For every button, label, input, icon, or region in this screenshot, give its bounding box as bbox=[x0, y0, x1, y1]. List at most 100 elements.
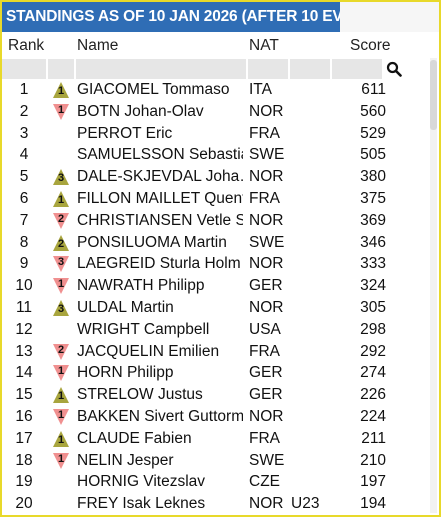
table-row[interactable]: 3 PERROT Eric FRA 529 bbox=[2, 123, 439, 145]
rank-change-value: 1 bbox=[57, 365, 65, 378]
rank-filter-input[interactable] bbox=[2, 59, 46, 79]
category-badge bbox=[291, 471, 331, 493]
column-header-rank[interactable]: Rank bbox=[8, 37, 45, 54]
scrollbar-thumb[interactable] bbox=[430, 60, 437, 130]
athlete-name: FILLON MAILLET Quentin bbox=[77, 189, 243, 207]
score-cell: 292 bbox=[360, 342, 386, 360]
rank-change-value: 1 bbox=[57, 278, 65, 291]
athlete-name: PONSILUOMA Martin bbox=[77, 233, 227, 251]
filter-row bbox=[2, 59, 439, 79]
score-filter-input[interactable] bbox=[332, 59, 382, 79]
title-bar-end bbox=[340, 2, 439, 32]
score-cell: 560 bbox=[360, 102, 386, 120]
nation-code: CZE bbox=[249, 473, 280, 491]
rank-down-icon bbox=[53, 103, 69, 120]
rank-down-icon bbox=[53, 365, 69, 382]
rank-cell: 12 bbox=[15, 320, 33, 338]
nation-code: NOR bbox=[249, 211, 284, 229]
score-cell: 224 bbox=[360, 407, 386, 425]
table-row[interactable]: 12 WRIGHT Campbell USA 298 bbox=[2, 319, 439, 341]
table-row[interactable]: 10 1 NAWRATH Philipp GER 324 bbox=[2, 275, 439, 297]
table-row[interactable]: 6 1 FILLON MAILLET Quentin FRA 375 bbox=[2, 188, 439, 210]
title-bar: STANDINGS AS OF 10 JAN 2026 (AFTER 10 EV… bbox=[2, 2, 439, 32]
rank-cell: 9 bbox=[19, 255, 29, 273]
athlete-name: FREY Isak Leknes bbox=[77, 495, 206, 513]
name-filter-input[interactable] bbox=[76, 59, 246, 79]
rank-cell: 17 bbox=[15, 429, 33, 447]
category-badge bbox=[291, 188, 331, 210]
nation-code: FRA bbox=[249, 124, 280, 142]
table-row[interactable]: 15 1 STRELOW Justus GER 226 bbox=[2, 384, 439, 406]
table-row[interactable]: 16 1 BAKKEN Sivert Guttorm NOR 224 bbox=[2, 406, 439, 428]
score-cell: 369 bbox=[360, 211, 386, 229]
category-badge bbox=[291, 166, 331, 188]
score-cell: 194 bbox=[360, 495, 386, 513]
athlete-name: SAMUELSSON Sebastian bbox=[77, 146, 243, 164]
rank-change-value: 1 bbox=[57, 85, 65, 97]
table-row[interactable]: 14 1 HORN Philipp GER 274 bbox=[2, 362, 439, 384]
table-row[interactable]: 19 HORNIG Vitezslav CZE 197 bbox=[2, 471, 439, 493]
column-header-score[interactable]: Score bbox=[350, 37, 391, 54]
table-row[interactable]: 7 2 CHRISTIANSEN Vetle S… NOR 369 bbox=[2, 210, 439, 232]
table-row[interactable]: 5 3 DALE-SKJEVDAL Joha… NOR 380 bbox=[2, 166, 439, 188]
score-cell: 505 bbox=[360, 146, 386, 164]
category-filter-input[interactable] bbox=[290, 59, 330, 79]
rank-cell: 14 bbox=[15, 364, 33, 382]
rank-up-icon bbox=[53, 299, 69, 316]
rank-change-value: 3 bbox=[57, 256, 65, 269]
rank-cell: 8 bbox=[19, 233, 29, 251]
search-icon[interactable] bbox=[386, 61, 402, 77]
athlete-name: BAKKEN Sivert Guttorm bbox=[77, 407, 243, 425]
athlete-name: LAEGREID Sturla Holm bbox=[77, 255, 241, 273]
category-badge: U23 bbox=[291, 495, 320, 513]
rank-cell: 10 bbox=[15, 277, 33, 295]
rank-cell: 19 bbox=[15, 473, 33, 491]
rank-change-value: 1 bbox=[57, 433, 65, 446]
scrollbar[interactable] bbox=[430, 58, 437, 513]
category-badge bbox=[291, 450, 331, 472]
nat-filter-input[interactable] bbox=[248, 59, 288, 79]
table-row[interactable]: 11 3 ULDAL Martin NOR 305 bbox=[2, 297, 439, 319]
rank-down-icon bbox=[53, 452, 69, 469]
nation-code: FRA bbox=[249, 189, 280, 207]
nation-code: NOR bbox=[249, 495, 284, 513]
rank-cell: 11 bbox=[15, 298, 33, 316]
table-row[interactable]: 13 2 JACQUELIN Emilien FRA 292 bbox=[2, 341, 439, 363]
score-cell: 210 bbox=[360, 451, 386, 469]
column-header-nat[interactable]: NAT bbox=[249, 37, 279, 54]
table-row[interactable]: 18 1 NELIN Jesper SWE 210 bbox=[2, 450, 439, 472]
rank-change-value: 2 bbox=[57, 343, 65, 356]
rank-up-icon bbox=[53, 190, 69, 207]
table-row[interactable]: 17 1 CLAUDE Fabien FRA 211 bbox=[2, 428, 439, 450]
table-row[interactable]: 1 1 GIACOMEL Tommaso ITA 611 bbox=[2, 79, 439, 101]
standings-title: STANDINGS AS OF 10 JAN 2026 (AFTER 10 EV… bbox=[6, 8, 389, 25]
table-row[interactable]: 8 2 PONSILUOMA Martin SWE 346 bbox=[2, 232, 439, 254]
rank-up-icon bbox=[53, 430, 69, 447]
standings-table-body: 1 1 GIACOMEL Tommaso ITA 611 2 1 BOTN Johan-Ola… bbox=[2, 79, 439, 515]
table-row[interactable]: 20 FREY Isak Leknes NOR U23 194 bbox=[2, 493, 439, 515]
score-cell: 274 bbox=[360, 364, 386, 382]
category-badge bbox=[291, 210, 331, 232]
rank-change-value: 1 bbox=[57, 103, 65, 116]
nation-code: NOR bbox=[249, 407, 284, 425]
athlete-name: CHRISTIANSEN Vetle S… bbox=[77, 211, 243, 229]
change-filter-input[interactable] bbox=[48, 59, 74, 79]
rank-change-value: 2 bbox=[57, 237, 65, 250]
column-header-name[interactable]: Name bbox=[77, 37, 119, 54]
rank-up-icon bbox=[53, 234, 69, 251]
table-row[interactable]: 9 3 LAEGREID Sturla Holm NOR 333 bbox=[2, 253, 439, 275]
rank-down-icon bbox=[53, 408, 69, 425]
category-badge bbox=[291, 232, 331, 254]
score-cell: 611 bbox=[361, 81, 386, 98]
athlete-name: HORN Philipp bbox=[77, 364, 174, 382]
table-row[interactable]: 2 1 BOTN Johan-Olav NOR 560 bbox=[2, 101, 439, 123]
rank-change-value: 1 bbox=[57, 452, 65, 465]
table-row[interactable]: 4 SAMUELSSON Sebastian SWE 505 bbox=[2, 144, 439, 166]
score-cell: 346 bbox=[360, 233, 386, 251]
rank-cell: 7 bbox=[19, 211, 29, 229]
rank-cell: 2 bbox=[19, 102, 29, 120]
score-cell: 305 bbox=[360, 298, 386, 316]
score-cell: 375 bbox=[360, 189, 386, 207]
athlete-name: PERROT Eric bbox=[77, 124, 173, 142]
nation-code: ITA bbox=[249, 81, 272, 98]
